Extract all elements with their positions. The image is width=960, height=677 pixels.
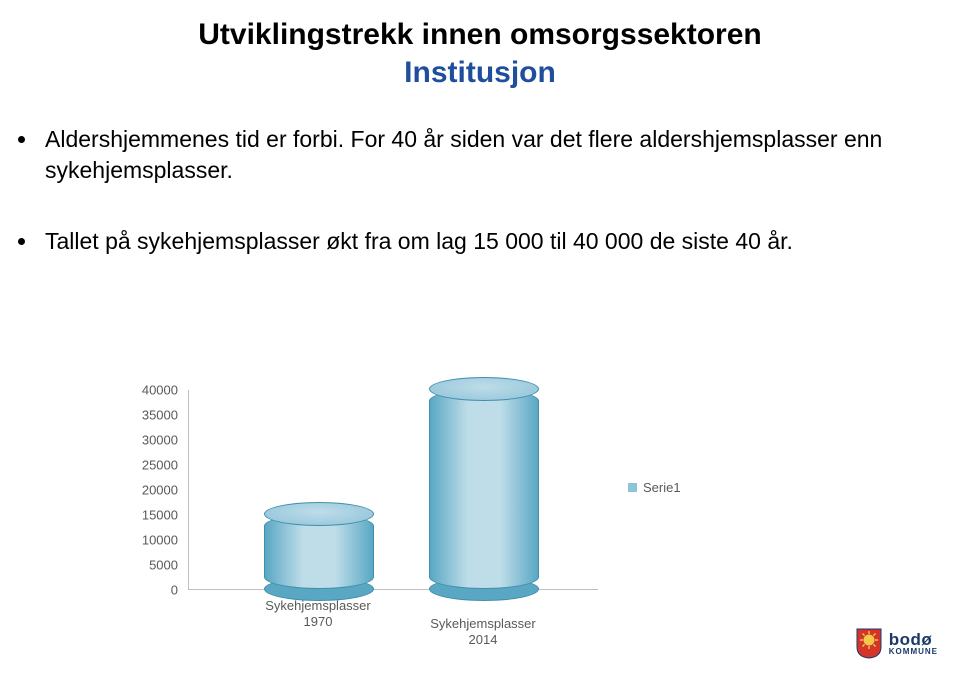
y-tick-label: 5000 <box>149 558 178 573</box>
y-tick-label: 15000 <box>142 508 178 523</box>
logo-name: bodø <box>889 631 938 648</box>
y-tick-label: 30000 <box>142 433 178 448</box>
bullet-item: Tallet på sykehjemsplasser økt fra om la… <box>18 226 900 257</box>
bar <box>264 514 374 589</box>
y-tick-label: 0 <box>171 583 178 598</box>
logo-sub: KOMMUNE <box>889 648 938 656</box>
bullet-item: Aldershjemmenes tid er forbi. For 40 år … <box>18 124 900 186</box>
shield-icon <box>855 627 883 659</box>
legend: Serie1 <box>628 480 681 495</box>
municipality-logo: bodø KOMMUNE <box>855 627 938 659</box>
x-axis-labels: Sykehjemsplasser1970 Sykehjemsplasser2014 <box>188 598 598 648</box>
page-title-line1: Utviklingstrekk innen omsorgssektoren <box>0 18 960 52</box>
bar-chart: 0500010000150002000025000300003500040000… <box>130 390 770 640</box>
x-tick-label: Sykehjemsplasser2014 <box>413 616 553 647</box>
bar <box>429 389 539 589</box>
page-title-line2: Institusjon <box>0 56 960 90</box>
plot-area <box>188 390 598 590</box>
legend-label: Serie1 <box>643 480 681 495</box>
x-tick-label: Sykehjemsplasser1970 <box>248 598 388 629</box>
y-axis: 0500010000150002000025000300003500040000 <box>130 390 184 590</box>
y-tick-label: 25000 <box>142 458 178 473</box>
bullet-list: Aldershjemmenes tid er forbi. For 40 år … <box>18 124 900 257</box>
y-tick-label: 35000 <box>142 408 178 423</box>
bullet-dot-icon <box>18 238 25 245</box>
legend-swatch <box>628 483 637 492</box>
y-tick-label: 40000 <box>142 383 178 398</box>
y-tick-label: 20000 <box>142 483 178 498</box>
bullet-text: Tallet på sykehjemsplasser økt fra om la… <box>45 226 900 257</box>
bullet-dot-icon <box>18 136 25 143</box>
bullet-text: Aldershjemmenes tid er forbi. For 40 år … <box>45 124 900 186</box>
y-tick-label: 10000 <box>142 533 178 548</box>
